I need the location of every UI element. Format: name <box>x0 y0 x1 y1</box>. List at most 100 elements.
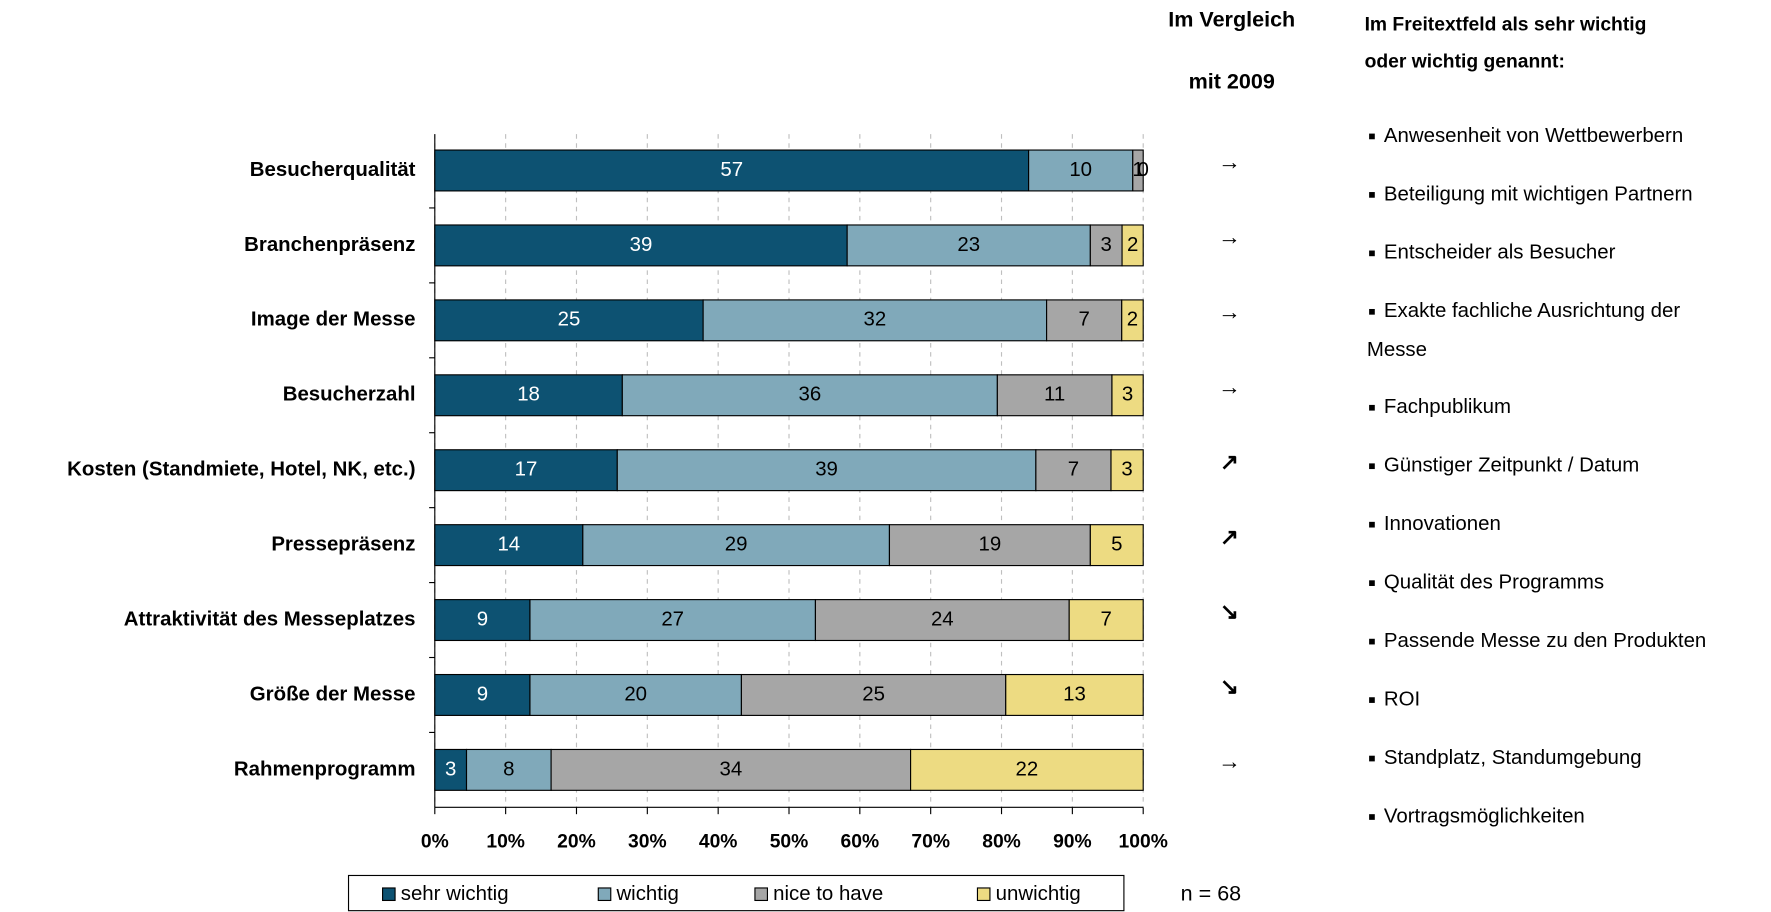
x-tick-label: 80% <box>982 832 1021 853</box>
y-tick-label: Besucherqualität <box>250 159 416 181</box>
bullet <box>1369 250 1375 257</box>
data-label: 36 <box>798 384 821 406</box>
data-label: 39 <box>815 459 838 481</box>
data-label: 8 <box>503 758 514 780</box>
data-label: 32 <box>864 309 887 331</box>
legend-label: nice to have <box>773 883 883 905</box>
panel-item: Anwesenheit von Wettbewerbern <box>1384 125 1683 147</box>
trend-arrow: ↗ <box>1220 448 1239 474</box>
data-label: 5 <box>1111 534 1122 556</box>
y-tick-label: Größe der Messe <box>250 683 416 705</box>
bullet <box>1369 580 1375 586</box>
legend-label: unwichtig <box>996 883 1081 905</box>
y-tick-label: Attraktivität des Messeplatzes <box>124 608 416 630</box>
data-label: 9 <box>477 683 488 705</box>
data-label: 9 <box>477 608 488 630</box>
trend-arrow: → <box>1218 373 1241 399</box>
x-tick-label: 70% <box>911 832 950 853</box>
data-label: 2 <box>1127 309 1138 331</box>
data-label: 23 <box>957 234 980 256</box>
bullet <box>1369 192 1375 198</box>
data-label: 57 <box>720 159 743 181</box>
x-tick-label: 0% <box>421 832 449 853</box>
bar-segment <box>1035 449 1112 492</box>
data-label: 25 <box>862 683 885 705</box>
comparison-header: Im Vergleich <box>1168 6 1295 31</box>
trend-arrow: ↘ <box>1220 673 1239 699</box>
bullet <box>1369 697 1375 703</box>
data-label: 11 <box>1044 384 1065 406</box>
panel-title: oder wichtig genannt: <box>1365 52 1565 73</box>
data-label: 10 <box>1069 159 1092 181</box>
sample-size: n = 68 <box>1181 880 1242 905</box>
bullet <box>1369 814 1375 820</box>
y-tick-label: Rahmenprogramm <box>234 758 416 780</box>
bullet <box>1369 521 1375 528</box>
data-label: 13 <box>1063 683 1086 705</box>
bar-segment <box>702 299 1048 342</box>
x-tick-label: 50% <box>770 832 809 853</box>
trend-arrow: → <box>1218 748 1241 774</box>
x-tick-label: 10% <box>486 832 525 853</box>
data-label: 34 <box>719 758 742 780</box>
x-tick-label: 30% <box>628 832 667 853</box>
bar-segment <box>434 524 584 567</box>
legend-swatch <box>976 887 991 902</box>
bar-segment <box>888 524 1091 567</box>
data-label: 24 <box>931 608 954 630</box>
bar-segment <box>550 748 912 791</box>
y-tick-label: Pressepräsenz <box>271 534 415 556</box>
panel-item: Vortragsmöglichkeiten <box>1384 805 1585 827</box>
legend-box <box>347 874 1125 912</box>
bar-segment <box>910 748 1144 791</box>
bar-segment <box>814 599 1070 642</box>
bar-segment <box>434 673 531 716</box>
panel-item: Innovationen <box>1384 513 1501 535</box>
bar-segment <box>1110 449 1144 492</box>
data-label: 29 <box>725 534 748 556</box>
legend-swatch <box>754 887 769 902</box>
bar-segment <box>1121 299 1144 342</box>
trend-arrow: ↘ <box>1220 598 1239 624</box>
x-tick-label: 40% <box>699 832 738 853</box>
trend-arrow: → <box>1218 224 1241 250</box>
bar-segment <box>740 673 1007 716</box>
bar-segment <box>1111 374 1144 417</box>
panel-item: Messe <box>1367 339 1427 361</box>
bar-segment <box>1005 673 1144 716</box>
data-label: 25 <box>558 309 581 331</box>
data-label: 18 <box>517 384 540 406</box>
panel-item: Fachpublikum <box>1384 396 1511 418</box>
data-label: 17 <box>515 459 538 481</box>
bullet <box>1369 638 1375 645</box>
panel-item: Passende Messe zu den Produkten <box>1384 630 1706 652</box>
legend-label: sehr wichtig <box>401 883 509 905</box>
data-label: 7 <box>1078 309 1089 331</box>
comparison-header: mit 2009 <box>1189 69 1275 94</box>
data-label: 3 <box>445 758 456 780</box>
legend-swatch <box>597 887 612 902</box>
bar-segment <box>1089 524 1144 567</box>
data-label: 3 <box>1101 234 1112 256</box>
trend-arrow: → <box>1218 299 1241 325</box>
data-label: 7 <box>1068 459 1079 481</box>
legend-swatch <box>382 887 396 902</box>
data-label: 3 <box>1121 459 1132 481</box>
y-tick-label: Kosten (Standmiete, Hotel, NK, etc.) <box>67 459 415 481</box>
bar-segment <box>434 748 468 791</box>
bar-segment <box>1089 224 1123 267</box>
bar-segment <box>434 149 1030 192</box>
bar-segment <box>434 374 623 417</box>
bar-segment <box>434 299 704 342</box>
panel-item: Exakte fachliche Ausrichtung der <box>1384 300 1680 322</box>
bar-segment <box>996 374 1113 417</box>
data-label: 22 <box>1016 758 1039 780</box>
panel-title: Im Freitextfeld als sehr wichtig <box>1365 14 1647 35</box>
bullet <box>1369 308 1375 315</box>
data-label: 19 <box>979 534 1002 556</box>
legend-label: wichtig <box>615 883 678 905</box>
bar-segment <box>465 748 552 791</box>
bar-segment <box>846 224 1091 267</box>
data-label: 27 <box>661 608 684 630</box>
